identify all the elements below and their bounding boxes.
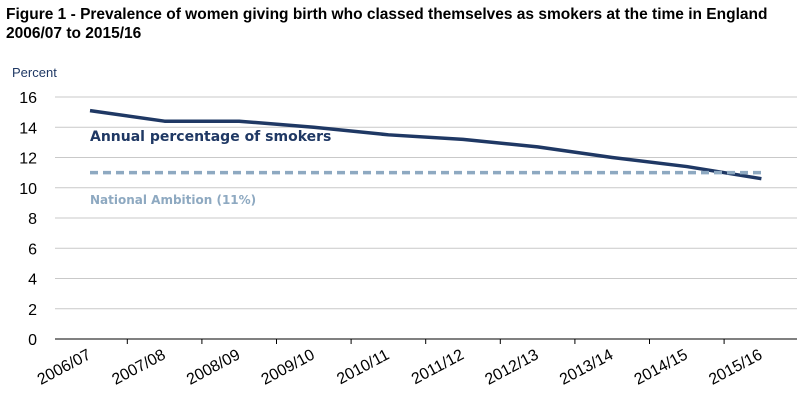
y-tick-label: 6: [28, 241, 37, 258]
x-tick-label: 2014/15: [632, 346, 691, 388]
y-axis-label: Percent: [12, 65, 57, 80]
x-tick-label: 2011/12: [409, 346, 467, 388]
series-label-smokers: Annual percentage of smokers: [90, 129, 331, 145]
smokers-series-line: [89, 108, 762, 181]
gridlines: [55, 96, 797, 310]
plot-area: [89, 108, 762, 181]
x-tick-label: 2007/08: [109, 346, 168, 388]
y-tick-label: 8: [28, 211, 37, 228]
x-tick-label: 2013/14: [557, 346, 616, 388]
y-tick-label: 0: [28, 332, 37, 349]
y-tick-label: 4: [28, 272, 37, 289]
x-tick-label: 2008/09: [184, 346, 243, 388]
series-labels: Annual percentage of smokers National Amb…: [90, 129, 331, 207]
x-tick-label: 2012/13: [482, 346, 541, 388]
x-tick-label: 2015/16: [706, 346, 765, 388]
y-tick-label: 16: [19, 90, 37, 107]
y-tick-label: 14: [19, 120, 37, 137]
y-tick-label: 2: [28, 302, 37, 319]
y-tick-label: 12: [19, 151, 37, 168]
x-axis: 2006/07 2007/08 2008/09 2009/10 2010/11 2011/…: [35, 338, 797, 389]
x-tick-label: 2010/11: [334, 346, 392, 388]
x-tick-label: 2009/10: [259, 346, 318, 388]
y-axis: Percent 0 2 4 6 8 10 12 14 16: [12, 65, 57, 349]
x-tick-label: 2006/07: [35, 346, 94, 388]
figure-title: Figure 1 - Prevalence of women giving bi…: [6, 6, 768, 42]
y-tick-label: 10: [19, 181, 37, 198]
series-label-national-ambition: National Ambition (11%): [90, 193, 256, 207]
